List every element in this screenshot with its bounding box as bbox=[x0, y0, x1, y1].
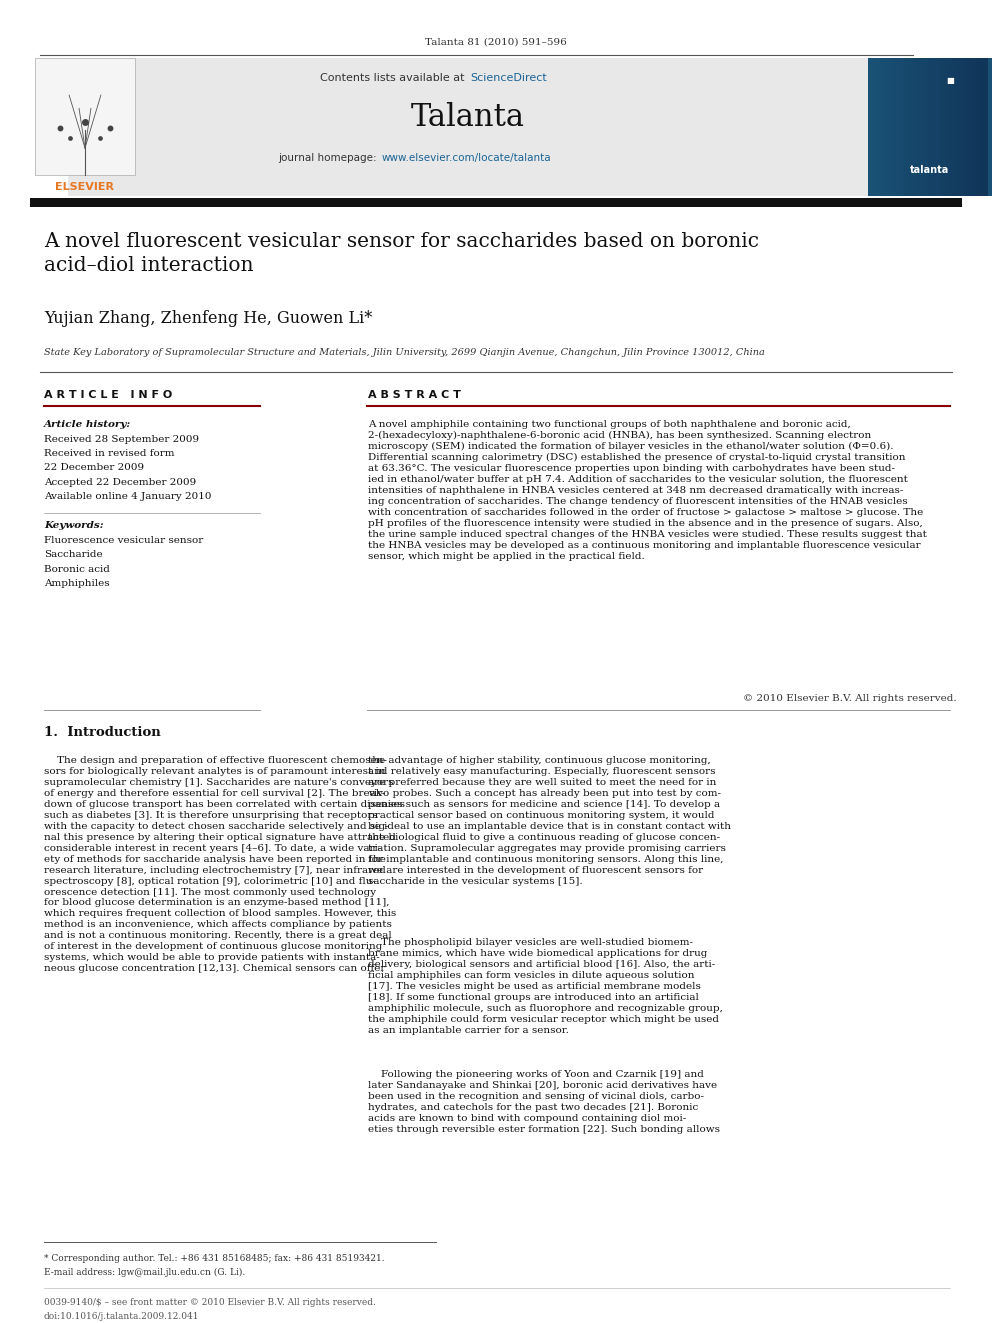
FancyBboxPatch shape bbox=[68, 58, 868, 196]
FancyBboxPatch shape bbox=[868, 58, 992, 196]
Text: A novel amphiphile containing two functional groups of both naphthalene and boro: A novel amphiphile containing two functi… bbox=[368, 419, 927, 561]
Text: Accepted 22 December 2009: Accepted 22 December 2009 bbox=[44, 478, 196, 487]
Text: 0039-9140/$ – see front matter © 2010 Elsevier B.V. All rights reserved.: 0039-9140/$ – see front matter © 2010 El… bbox=[44, 1298, 376, 1307]
FancyBboxPatch shape bbox=[928, 58, 934, 196]
FancyBboxPatch shape bbox=[904, 58, 910, 196]
Text: A R T I C L E   I N F O: A R T I C L E I N F O bbox=[44, 390, 173, 400]
FancyBboxPatch shape bbox=[916, 58, 922, 196]
FancyBboxPatch shape bbox=[940, 58, 946, 196]
Text: www.elsevier.com/locate/talanta: www.elsevier.com/locate/talanta bbox=[382, 153, 552, 163]
FancyBboxPatch shape bbox=[922, 58, 928, 196]
Text: Fluorescence vesicular sensor: Fluorescence vesicular sensor bbox=[44, 536, 203, 545]
FancyBboxPatch shape bbox=[30, 58, 68, 196]
FancyBboxPatch shape bbox=[946, 58, 952, 196]
Text: E-mail address: lgw@mail.jlu.edu.cn (G. Li).: E-mail address: lgw@mail.jlu.edu.cn (G. … bbox=[44, 1267, 245, 1277]
Text: 1.  Introduction: 1. Introduction bbox=[44, 726, 161, 740]
FancyBboxPatch shape bbox=[958, 58, 964, 196]
Text: * Corresponding author. Tel.: +86 431 85168485; fax: +86 431 85193421.: * Corresponding author. Tel.: +86 431 85… bbox=[44, 1254, 385, 1263]
FancyBboxPatch shape bbox=[35, 58, 135, 175]
FancyBboxPatch shape bbox=[964, 58, 970, 196]
Text: doi:10.1016/j.talanta.2009.12.041: doi:10.1016/j.talanta.2009.12.041 bbox=[44, 1312, 199, 1320]
FancyBboxPatch shape bbox=[874, 58, 880, 196]
FancyBboxPatch shape bbox=[880, 58, 886, 196]
FancyBboxPatch shape bbox=[868, 58, 874, 196]
Text: Keywords:: Keywords: bbox=[44, 521, 103, 531]
FancyBboxPatch shape bbox=[970, 58, 976, 196]
Text: A novel fluorescent vesicular sensor for saccharides based on boronic
acid–diol : A novel fluorescent vesicular sensor for… bbox=[44, 232, 759, 275]
Text: Amphiphiles: Amphiphiles bbox=[44, 579, 110, 589]
Text: Available online 4 January 2010: Available online 4 January 2010 bbox=[44, 492, 211, 501]
Text: Received in revised form: Received in revised form bbox=[44, 448, 175, 458]
Text: Article history:: Article history: bbox=[44, 419, 131, 429]
FancyBboxPatch shape bbox=[934, 58, 940, 196]
FancyBboxPatch shape bbox=[910, 58, 916, 196]
Text: The phospholipid bilayer vesicles are well-studied biomem-
brane mimics, which h: The phospholipid bilayer vesicles are we… bbox=[368, 938, 723, 1035]
FancyBboxPatch shape bbox=[982, 58, 988, 196]
Text: 22 December 2009: 22 December 2009 bbox=[44, 463, 144, 472]
Text: Saccharide: Saccharide bbox=[44, 550, 102, 560]
Text: Received 28 September 2009: Received 28 September 2009 bbox=[44, 434, 199, 443]
Text: A B S T R A C T: A B S T R A C T bbox=[368, 390, 461, 400]
FancyBboxPatch shape bbox=[892, 58, 898, 196]
Text: Contents lists available at: Contents lists available at bbox=[320, 73, 468, 83]
FancyBboxPatch shape bbox=[886, 58, 892, 196]
Text: ELSEVIER: ELSEVIER bbox=[56, 183, 114, 192]
Text: Boronic acid: Boronic acid bbox=[44, 565, 110, 574]
FancyBboxPatch shape bbox=[952, 58, 958, 196]
Text: Talanta: Talanta bbox=[411, 102, 525, 134]
Text: ■: ■ bbox=[946, 75, 954, 85]
Text: Yujian Zhang, Zhenfeng He, Guowen Li*: Yujian Zhang, Zhenfeng He, Guowen Li* bbox=[44, 310, 372, 327]
Text: State Key Laboratory of Supramolecular Structure and Materials, Jilin University: State Key Laboratory of Supramolecular S… bbox=[44, 348, 765, 357]
FancyBboxPatch shape bbox=[976, 58, 982, 196]
Text: © 2010 Elsevier B.V. All rights reserved.: © 2010 Elsevier B.V. All rights reserved… bbox=[743, 695, 957, 703]
Text: talanta: talanta bbox=[911, 165, 949, 175]
FancyBboxPatch shape bbox=[898, 58, 904, 196]
Text: The design and preparation of effective fluorescent chemosen-
sors for biologica: The design and preparation of effective … bbox=[44, 755, 405, 974]
Text: Following the pioneering works of Yoon and Czarnik [19] and
later Sandanayake an: Following the pioneering works of Yoon a… bbox=[368, 1070, 720, 1134]
Text: Talanta 81 (2010) 591–596: Talanta 81 (2010) 591–596 bbox=[426, 37, 566, 46]
Text: ScienceDirect: ScienceDirect bbox=[470, 73, 547, 83]
Text: the advantage of higher stability, continuous glucose monitoring,
and relatively: the advantage of higher stability, conti… bbox=[368, 755, 731, 885]
Text: journal homepage:: journal homepage: bbox=[278, 153, 380, 163]
FancyBboxPatch shape bbox=[30, 198, 962, 206]
